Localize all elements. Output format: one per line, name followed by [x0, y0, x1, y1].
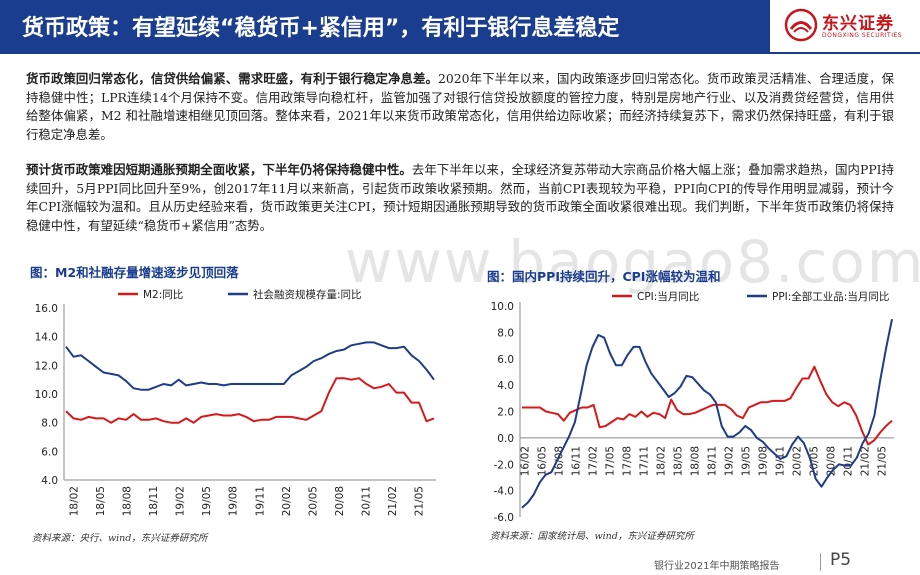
footer-divider: [820, 553, 821, 571]
chart-svg: M2:同比 社会融资规模存量:同比 4.0 6.0 8.0 10.0 12.0 14.0 16.…: [35, 288, 436, 516]
x-tick-label: 18/08: [690, 446, 702, 476]
x-tick-label: 16/05: [537, 446, 549, 476]
x-tick-label: 21/05: [414, 486, 426, 516]
paragraph-outlook: 预计货币政策难因短期通胀预期全面收紧，下半年仍将保持稳健中性。去年下半年以来，全…: [26, 161, 894, 235]
y-tick-label: 8.0: [41, 418, 58, 430]
company-logo: 东兴证券 DONGXING SECURITIES: [784, 8, 914, 44]
figure2-source: 资料来源：国家统计局、wind，东兴证券研究所: [490, 531, 694, 542]
x-tick-label: 17/05: [605, 446, 617, 476]
x-tick-label: 17/02: [588, 446, 600, 476]
series-line: [521, 319, 893, 509]
header: 货币政策：有望延续“稳货币+紧信用”，有利于银行息差稳定 东兴证券 DONGXI…: [0, 0, 920, 52]
x-tick-label: 17/08: [622, 446, 634, 476]
y-tick-label: 6.0: [497, 354, 514, 366]
y-tick-label: 10.0: [491, 301, 514, 313]
header-divider: [0, 52, 920, 54]
x-tick-label: 20/02: [792, 446, 804, 476]
title-bar: 货币政策：有望延续“稳货币+紧信用”，有利于银行息差稳定: [0, 0, 770, 52]
y-tick-label: 10.0: [35, 389, 58, 401]
x-tick-label: 19/02: [724, 446, 736, 476]
x-tick-label: 18/08: [121, 486, 133, 516]
legend-label: 社会融资规模存量:同比: [253, 288, 362, 301]
x-tick-label: 20/02: [281, 486, 293, 516]
paragraph-monetary-policy: 货币政策回归常态化，信贷供给偏紧、需求旺盛，有利于银行稳定净息差。2020年下半…: [26, 70, 894, 144]
figure1-title: 图：M2和社融存量增速逐步见顶回落: [30, 265, 239, 280]
x-tick-label: 20/08: [334, 486, 346, 516]
series-line: [65, 341, 435, 391]
x-tick-label: 18/05: [673, 446, 685, 476]
logo-text: 东兴证券: [822, 14, 894, 34]
x-tick-label: 18/02: [656, 446, 668, 476]
y-tick-label: 4.0: [497, 380, 514, 392]
x-tick-label: 19/11: [775, 446, 787, 476]
y-tick-label: -4.0: [494, 486, 515, 498]
x-tick-label: 20/05: [307, 486, 319, 516]
legend-label: PPI:全部工业品:当月同比: [772, 290, 889, 303]
x-tick-label: 18/11: [707, 446, 719, 476]
page-title: 货币政策：有望延续“稳货币+紧信用”，有利于银行息差稳定: [22, 16, 620, 41]
x-tick-label: 18/11: [148, 486, 160, 516]
y-tick-label: -2.0: [494, 459, 515, 471]
y-tick-label: -6.0: [494, 512, 515, 524]
x-tick-label: 19/08: [758, 446, 770, 476]
y-tick-label: 4.0: [41, 475, 58, 487]
paragraph-body: 2020年下半年以来，国内政策逐步回归常态化。货币政策灵活精准、合理适度，保持稳…: [26, 71, 894, 142]
x-tick-label: 20/05: [809, 446, 821, 476]
y-tick-label: 14.0: [35, 332, 58, 344]
x-tick-label: 19/08: [228, 486, 240, 516]
figure1-source: 资料来源：央行、wind，东兴证券研究所: [32, 533, 208, 544]
x-tick-label: 21/02: [860, 446, 872, 476]
page-number: P5: [830, 550, 852, 570]
x-tick-label: 16/02: [520, 446, 532, 476]
x-tick-label: 19/02: [175, 486, 187, 516]
x-tick-label: 21/05: [877, 446, 889, 476]
cpi-ppi-chart: CPI:当月同比 PPI:全部工业品:当月同比 -6.0 -4.0 -2.0 0.0 2.0…: [484, 282, 904, 537]
paragraph-body: 去年下半年以来，全球经济复苏带动大宗商品价格大幅上涨；叠加需求趋热，国内PPI持…: [26, 162, 894, 233]
x-tick-label: 18/02: [68, 486, 80, 516]
y-tick-label: 0.0: [497, 433, 514, 445]
logo-emblem-icon: [784, 8, 818, 42]
legend-label: M2:同比: [143, 288, 183, 301]
y-tick-label: 2.0: [497, 407, 514, 419]
x-tick-label: 16/08: [554, 446, 566, 476]
y-tick-label: 16.0: [35, 303, 58, 315]
series-line: [522, 365, 893, 446]
paragraph-lead: 预计货币政策难因短期通胀预期全面收紧，下半年仍将保持稳健中性。: [26, 162, 412, 177]
x-tick-label: 16/11: [571, 446, 583, 476]
footer-report-name: 银行业2021年中期策略报告: [654, 561, 780, 572]
legend-label: CPI:当月同比: [637, 290, 699, 303]
x-tick-label: 20/11: [361, 486, 373, 516]
series-line: [65, 377, 435, 424]
chart-svg: CPI:当月同比 PPI:全部工业品:当月同比 -6.0 -4.0 -2.0 0.0 2.0…: [491, 290, 894, 524]
x-tick-label: 19/11: [254, 486, 266, 516]
y-tick-label: 6.0: [41, 446, 58, 458]
paragraph-lead: 货币政策回归常态化，信贷供给偏紧、需求旺盛，有利于银行稳定净息差。: [26, 71, 438, 86]
logo-subtext: DONGXING SECURITIES: [822, 32, 903, 39]
y-tick-label: 8.0: [497, 327, 514, 339]
x-tick-label: 18/05: [95, 486, 107, 516]
m2-tsf-chart: M2:同比 社会融资规模存量:同比 4.0 6.0 8.0 10.0 12.0 14.0 16.…: [26, 280, 446, 528]
x-tick-label: 21/02: [387, 486, 399, 516]
footer: 银行业2021年中期策略报告 P5: [0, 545, 920, 575]
x-tick-label: 19/05: [201, 486, 213, 516]
x-tick-label: 19/05: [741, 446, 753, 476]
x-tick-label: 20/11: [843, 446, 855, 476]
y-tick-label: 12.0: [35, 360, 58, 372]
figure2-title: 图：国内PPI持续回升，CPI涨幅较为温和: [487, 269, 721, 284]
x-tick-label: 17/11: [639, 446, 651, 476]
